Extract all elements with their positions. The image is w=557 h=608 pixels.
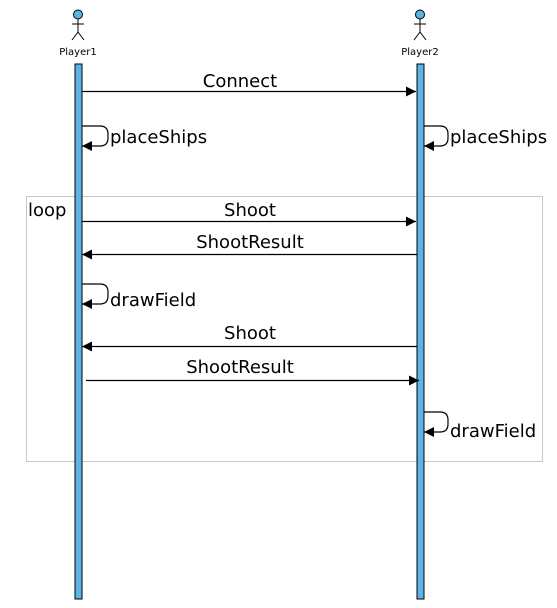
message-shoot-p1-to-p2[interactable]: Shoot [82, 200, 416, 227]
message-label: placeShips [110, 127, 207, 148]
lifeline-bar [74, 63, 83, 600]
actor-player2[interactable]: Player2 [401, 9, 439, 600]
message-shootresult-p2-to-p1[interactable]: ShootResult [82, 232, 417, 260]
actor-icon [71, 9, 85, 41]
message-label: Connect [203, 71, 277, 92]
message-label: drawField [110, 290, 196, 311]
self-message-placeships-player1[interactable]: placeShips [82, 125, 207, 151]
self-message-drawfield-player1[interactable]: drawField [82, 283, 196, 311]
loop-frame: loop [26, 196, 543, 462]
message-shoot-p2-to-p1[interactable]: Shoot [82, 323, 417, 352]
self-message-placeships-player2[interactable]: placeShips [424, 125, 547, 151]
loop-label: loop [28, 200, 66, 221]
actor-name: Player1 [59, 47, 96, 58]
message-label: ShootResult [186, 357, 294, 378]
actor-name: Player2 [401, 47, 438, 58]
message-label: ShootResult [196, 232, 304, 253]
message-label: Shoot [224, 200, 276, 221]
message-shootresult-p1-to-p2[interactable]: ShootResult [86, 357, 419, 386]
lifeline-bar [416, 63, 425, 600]
self-message-drawfield-player2[interactable]: drawField [424, 411, 536, 442]
message-label: Shoot [224, 323, 276, 344]
actor-icon [413, 9, 427, 41]
message-label: drawField [450, 421, 536, 442]
message-label: placeShips [450, 127, 547, 148]
actor-player1[interactable]: Player1 [59, 9, 97, 600]
message-connect[interactable]: Connect [82, 71, 416, 97]
